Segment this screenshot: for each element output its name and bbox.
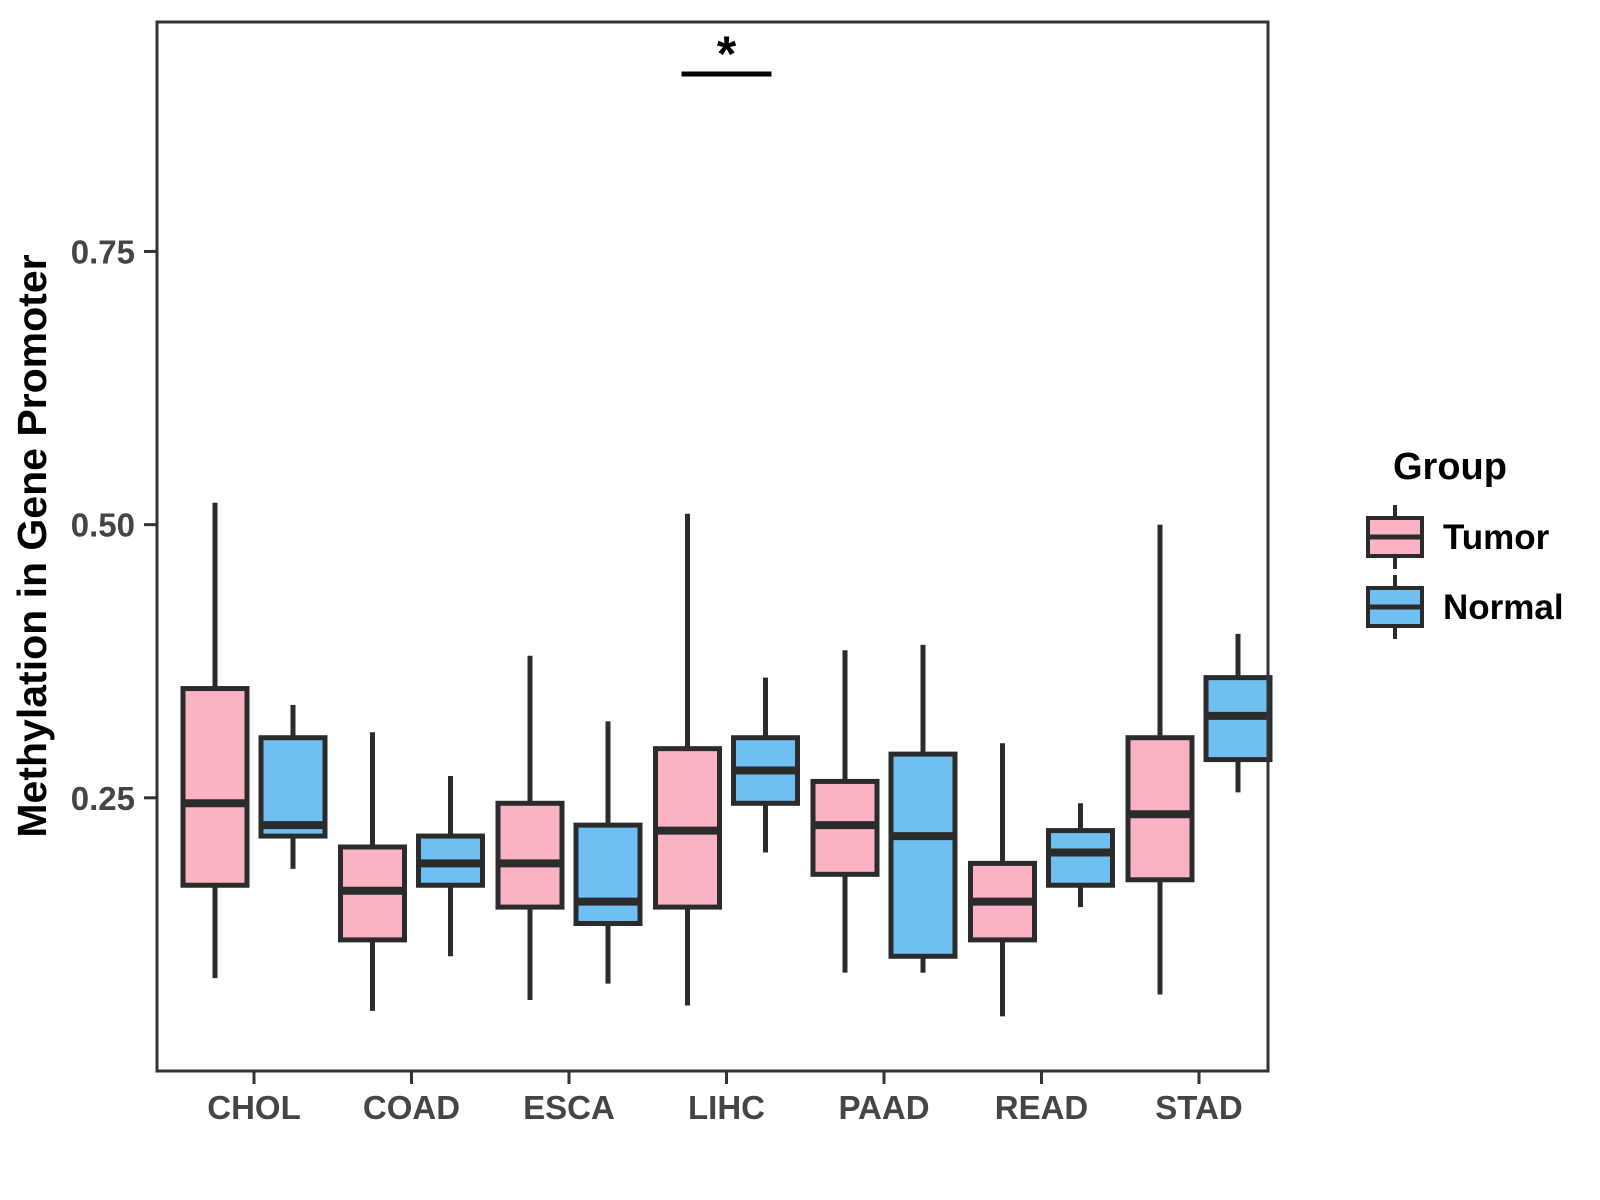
box-PAAD-Normal bbox=[888, 644, 958, 973]
significance-asterisk: * bbox=[717, 26, 737, 82]
box-READ-Normal bbox=[1046, 803, 1115, 908]
panel-background bbox=[157, 22, 1268, 1071]
box-CHOL-Tumor bbox=[180, 502, 250, 979]
iqr-box bbox=[888, 751, 958, 959]
box-LIHC-Tumor bbox=[653, 513, 722, 1006]
x-tick-label-PAAD: PAAD bbox=[838, 1089, 929, 1126]
box-STAD-Normal bbox=[1203, 633, 1273, 793]
box-STAD-Tumor bbox=[1125, 524, 1195, 995]
iqr-box bbox=[258, 735, 328, 839]
x-tick-label-ESCA: ESCA bbox=[523, 1089, 615, 1126]
iqr-box bbox=[180, 686, 250, 888]
x-tick-label-COAD: COAD bbox=[363, 1089, 460, 1126]
iqr-box bbox=[573, 822, 643, 926]
y-tick-label: 0.75 bbox=[71, 233, 135, 270]
legend-label-tumor: Tumor bbox=[1443, 518, 1550, 557]
y-axis-title: Methylation in Gene Promoter bbox=[9, 254, 55, 837]
x-tick-label-CHOL: CHOL bbox=[207, 1089, 301, 1126]
legend-item-normal: Normal bbox=[1366, 575, 1564, 639]
x-tick-label-READ: READ bbox=[995, 1089, 1089, 1126]
x-tick-label-LIHC: LIHC bbox=[688, 1089, 765, 1126]
iqr-box bbox=[1046, 828, 1115, 888]
box-LIHC-Normal bbox=[731, 677, 800, 853]
legend: Group Tumor Normal bbox=[1366, 446, 1564, 639]
x-tick-label-STAD: STAD bbox=[1155, 1089, 1242, 1126]
box-PAAD-Tumor bbox=[810, 650, 880, 973]
legend-item-tumor: Tumor bbox=[1366, 505, 1550, 569]
legend-label-normal: Normal bbox=[1443, 588, 1564, 627]
panel-border bbox=[155, 20, 1270, 1073]
y-tick-label: 0.25 bbox=[71, 780, 135, 817]
box-COAD-Tumor bbox=[338, 732, 407, 1011]
iqr-box bbox=[1125, 735, 1195, 883]
plot-area: 0.25 0.50 0.75 CHOL COAD ESCA LIHC PAAD READ STAD… bbox=[71, 20, 1273, 1126]
box-ESCA-Normal bbox=[573, 721, 643, 984]
legend-title: Group bbox=[1393, 446, 1507, 488]
box-CHOL-Normal bbox=[258, 704, 328, 869]
box-COAD-Normal bbox=[416, 775, 485, 957]
box-ESCA-Tumor bbox=[495, 655, 565, 1000]
box-READ-Tumor bbox=[968, 743, 1037, 1017]
y-tick-label: 0.50 bbox=[71, 507, 135, 544]
iqr-box bbox=[495, 800, 565, 910]
